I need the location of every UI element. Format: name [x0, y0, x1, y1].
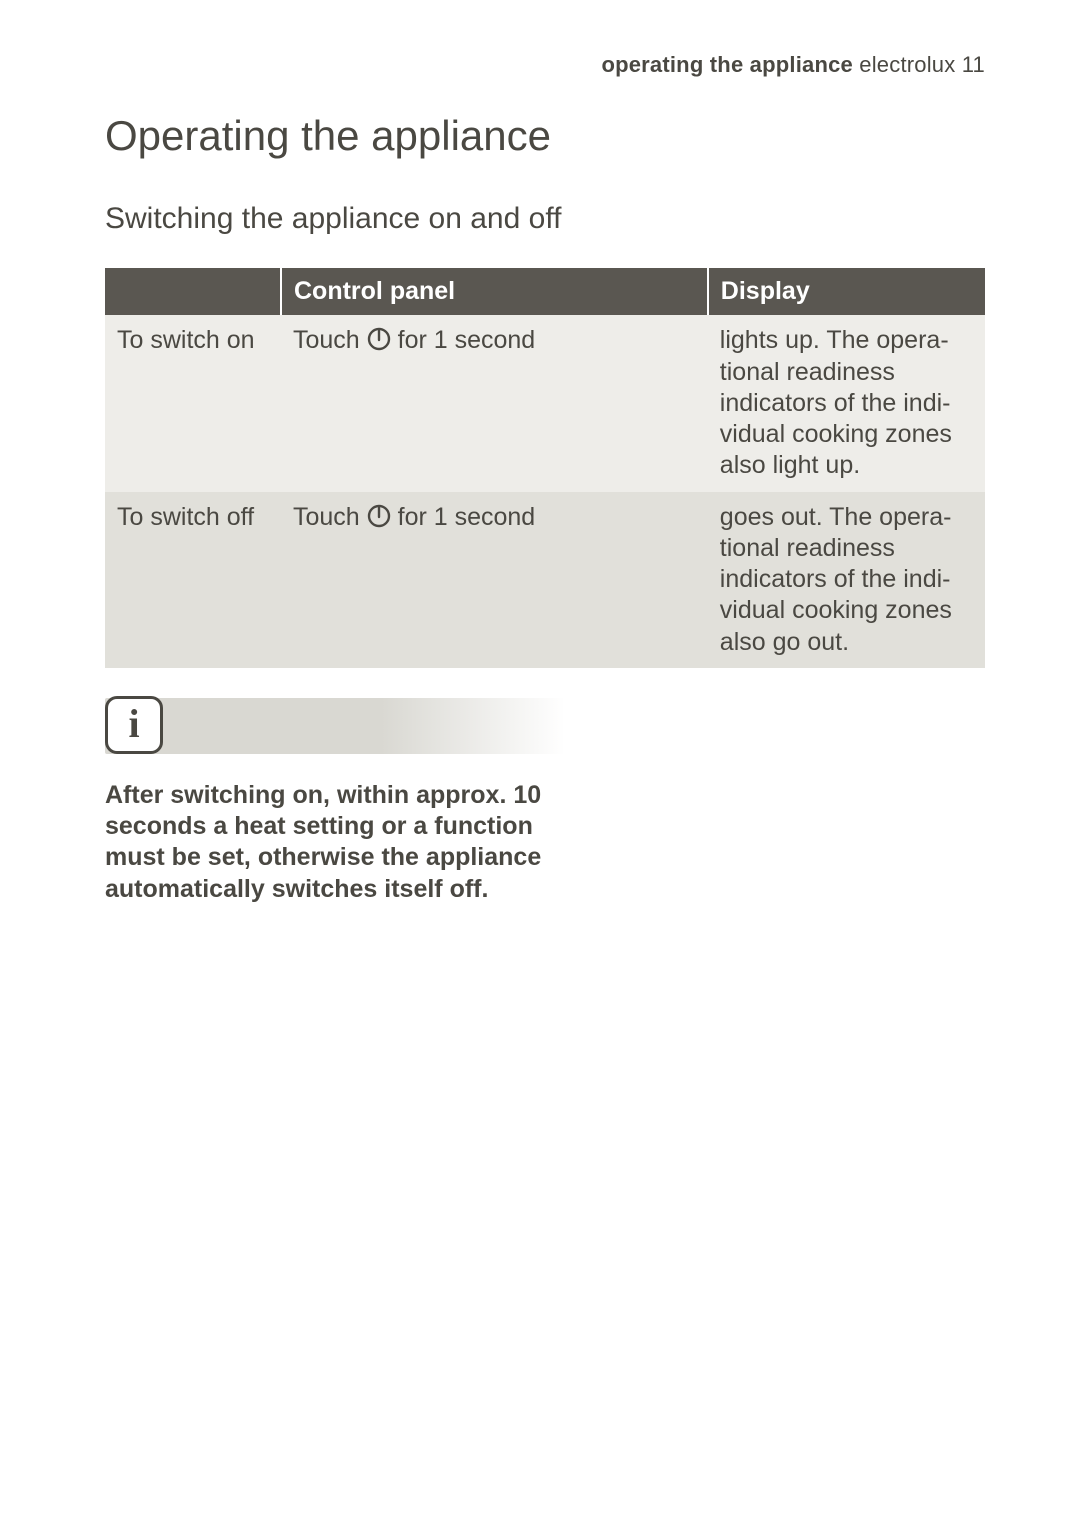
running-head-brand: electrolux 11 — [853, 52, 985, 77]
cell-action: To switch off — [105, 492, 281, 668]
info-callout: i After switching on, within approx. 10 … — [105, 698, 565, 905]
control-text-suffix: for 1 second — [391, 326, 536, 354]
power-icon — [367, 327, 391, 351]
col-panel: Control panel — [281, 268, 708, 315]
control-text-suffix: for 1 second — [391, 503, 536, 531]
section-title: Switching the appliance on and off — [105, 202, 985, 236]
table-row: To switch on Touch for 1 second lights u… — [105, 315, 985, 491]
table-row: To switch off Touch for 1 second goes ou… — [105, 492, 985, 668]
info-text: After switching on, within approx. 10 se… — [105, 780, 565, 905]
manual-page: operating the appliance electrolux 11 Op… — [0, 0, 1080, 1529]
control-text-prefix: Touch — [293, 326, 367, 354]
table-header-row: Control panel Display — [105, 268, 985, 315]
running-head-section: operating the appliance — [601, 52, 853, 77]
cell-control: Touch for 1 second — [281, 492, 708, 668]
info-icon: i — [105, 696, 163, 754]
info-bar: i — [105, 698, 565, 754]
running-head: operating the appliance electrolux 11 — [105, 52, 985, 78]
col-display: Display — [708, 268, 985, 315]
col-action — [105, 268, 281, 315]
power-icon — [367, 504, 391, 528]
on-off-table: Control panel Display To switch on Touch… — [105, 268, 985, 668]
cell-action: To switch on — [105, 315, 281, 491]
cell-display: lights up. The opera­tional readiness in… — [708, 315, 985, 491]
control-text-prefix: Touch — [293, 503, 367, 531]
cell-control: Touch for 1 second — [281, 315, 708, 491]
cell-display: goes out. The opera­tional readiness ind… — [708, 492, 985, 668]
page-title: Operating the appliance — [105, 112, 985, 160]
info-i-glyph: i — [128, 704, 139, 744]
